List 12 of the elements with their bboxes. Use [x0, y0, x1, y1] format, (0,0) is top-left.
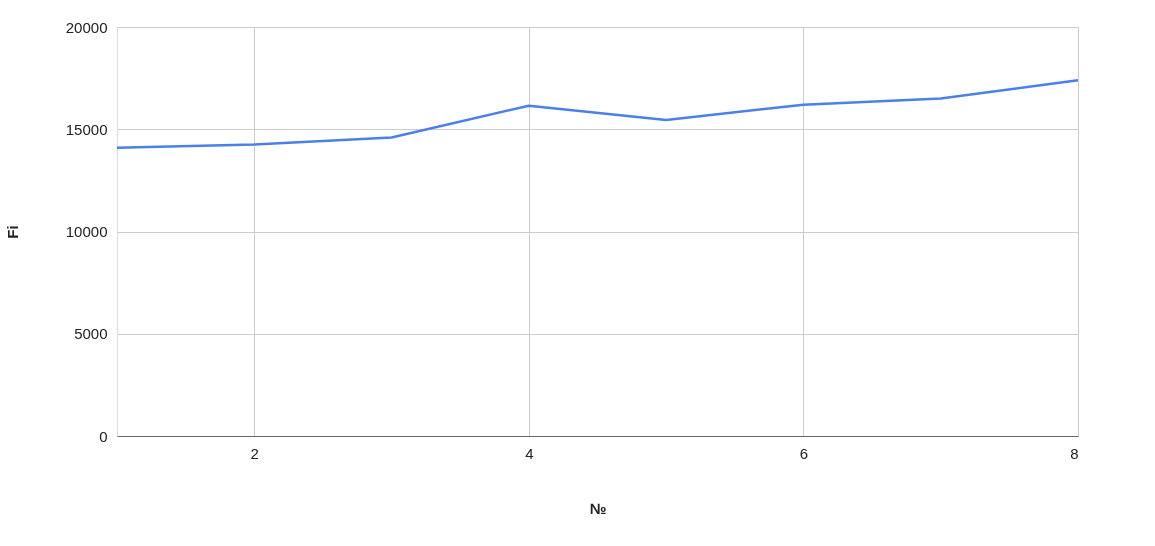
y-axis-title: Fi: [3, 225, 21, 239]
x-axis-title: №: [589, 499, 607, 517]
x-tick-label: 2: [250, 444, 259, 462]
x-tick-label: 8: [1070, 444, 1079, 462]
y-tick-label: 5000: [74, 325, 108, 343]
y-tick-label: 15000: [65, 120, 108, 138]
y-tick-label: 10000: [65, 223, 108, 240]
y-tick-label: 20000: [65, 18, 108, 36]
x-tick-label: 6: [799, 444, 809, 462]
y-tick-label: 0: [99, 427, 108, 445]
x-tick-label: 4: [525, 444, 534, 462]
line-series: [115, 78, 1080, 149]
